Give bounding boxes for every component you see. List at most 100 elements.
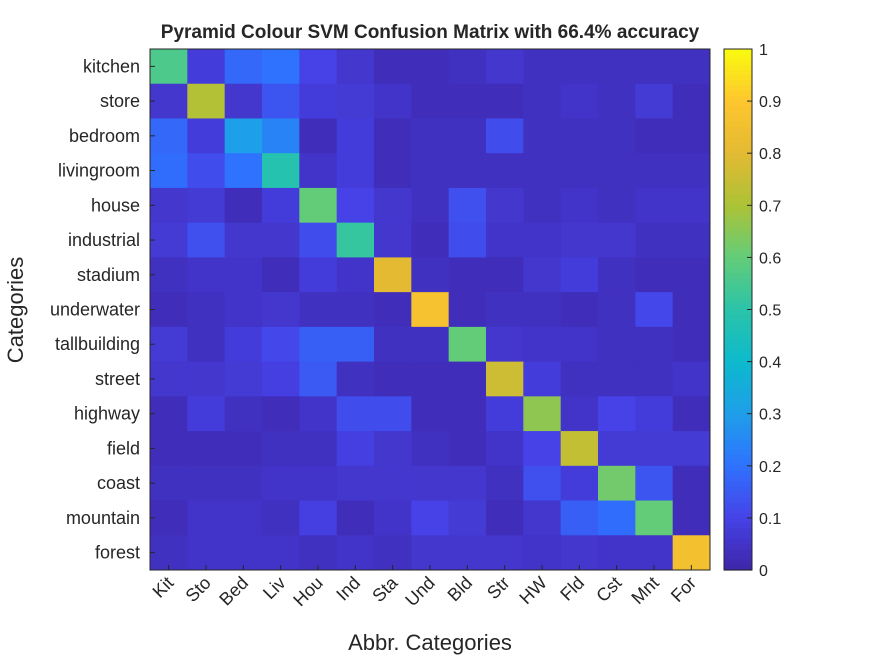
heatmap-cell xyxy=(336,222,375,258)
heatmap-cell xyxy=(187,361,226,397)
heatmap-cell xyxy=(560,396,599,432)
heatmap-cell xyxy=(150,361,188,397)
colorbar-segment xyxy=(724,366,752,373)
colorbar-segment xyxy=(724,497,752,503)
heatmap-cell xyxy=(598,118,636,154)
heatmap-cell xyxy=(224,500,263,536)
heatmap-cell xyxy=(336,500,375,536)
colorbar-segment xyxy=(724,424,752,430)
x-tick-label: Sto xyxy=(182,573,215,606)
heatmap-cell xyxy=(224,118,263,154)
heatmap-cell xyxy=(672,500,711,536)
heatmap-cell xyxy=(262,118,300,154)
heatmap-cell xyxy=(299,326,338,363)
heatmap-cell xyxy=(411,326,450,363)
x-tick-label: Str xyxy=(483,573,513,603)
heatmap-cell xyxy=(224,431,263,467)
heatmap-cell xyxy=(560,257,599,293)
colorbar-segment xyxy=(724,75,752,81)
heatmap-cell xyxy=(448,187,487,224)
heatmap-cell xyxy=(262,396,300,432)
heatmap-cell xyxy=(336,49,375,85)
heatmap-cell xyxy=(187,153,226,189)
heatmap-cell xyxy=(635,326,674,363)
heatmap-cell xyxy=(448,361,487,397)
heatmap-cell xyxy=(336,465,375,502)
heatmap-cell xyxy=(598,292,636,328)
heatmap-cell xyxy=(486,153,524,189)
heatmap-cell xyxy=(299,361,338,397)
heatmap-cell xyxy=(224,153,263,189)
heatmap-cell xyxy=(448,535,487,571)
colorbar-segment xyxy=(724,387,752,394)
heatmap-cell xyxy=(486,535,524,571)
heatmap-cell xyxy=(598,361,636,397)
heatmap-cell xyxy=(150,83,188,119)
heatmap-cell xyxy=(598,431,636,467)
heatmap-cell xyxy=(635,187,674,224)
heatmap-cell xyxy=(187,431,226,467)
colorbar-segment xyxy=(724,450,752,456)
heatmap-cell xyxy=(336,118,375,154)
colorbar-segment xyxy=(724,481,752,488)
colorbar-segment xyxy=(724,564,752,571)
heatmap-cell xyxy=(374,500,412,536)
chart-title: Pyramid Colour SVM Confusion Matrix with… xyxy=(161,22,700,43)
heatmap-cell xyxy=(299,500,338,536)
heatmap-cell xyxy=(672,361,711,397)
colorbar-segment xyxy=(724,314,752,321)
colorbar-segment xyxy=(724,361,752,368)
y-tick-labels: kitchen store bedroom livingroom house indust… xyxy=(50,56,155,563)
colorbar-tick-label: 0.9 xyxy=(759,94,781,111)
colorbar-segment xyxy=(724,460,752,467)
colorbar-segment xyxy=(724,111,752,118)
colorbar-segment xyxy=(724,340,752,347)
heatmap-cell xyxy=(672,396,711,432)
heatmap-cell xyxy=(299,118,338,154)
heatmap-cell xyxy=(448,465,487,502)
colorbar-segment xyxy=(724,403,752,410)
colorbar-segment xyxy=(724,382,752,389)
heatmap-cell xyxy=(598,535,636,571)
y-tick-label: kitchen xyxy=(83,56,140,76)
colorbar-segment xyxy=(724,471,752,477)
heatmap-cell xyxy=(262,465,300,502)
heatmap-cell xyxy=(560,431,599,467)
heatmap-cell xyxy=(262,500,300,536)
heatmap-cell xyxy=(150,49,188,85)
heatmap-cell xyxy=(262,431,300,467)
heatmap-cell xyxy=(523,500,562,536)
heatmap-cell xyxy=(560,187,599,224)
heatmap-cell xyxy=(187,49,226,85)
heatmap-cell xyxy=(336,431,375,467)
heatmap-cell xyxy=(224,187,263,224)
heatmap-cell xyxy=(374,187,412,224)
heatmap-cell xyxy=(411,465,450,502)
heatmap-cell xyxy=(262,49,300,85)
colorbar-segment xyxy=(724,293,752,300)
colorbar-segment xyxy=(724,398,752,404)
heatmap-cell xyxy=(486,361,524,397)
heatmap-cell xyxy=(374,222,412,258)
colorbar-tick-label: 0.4 xyxy=(759,355,781,372)
colorbar-segment xyxy=(724,241,752,248)
heatmap-cell xyxy=(486,83,524,119)
heatmap-cell xyxy=(262,257,300,293)
heatmap-cell xyxy=(336,361,375,397)
heatmap-cell xyxy=(635,257,674,293)
y-tick-label: bedroom xyxy=(69,126,140,146)
y-tick-label: field xyxy=(107,438,140,458)
colorbar-segment xyxy=(724,517,752,524)
y-tick-label: stadium xyxy=(77,265,140,285)
colorbar-tick-label: 0.3 xyxy=(759,407,781,424)
heatmap-cell xyxy=(523,292,562,328)
heatmap-cell xyxy=(411,187,450,224)
colorbar-tick-label: 0.2 xyxy=(759,459,781,476)
x-tick-label: Ind xyxy=(332,573,364,605)
colorbar-segment xyxy=(724,262,752,269)
heatmap-cell xyxy=(560,535,599,571)
heatmap-cell xyxy=(374,49,412,85)
heatmap-cell xyxy=(448,292,487,328)
heatmap-cell xyxy=(523,431,562,467)
x-tick-label: HW xyxy=(515,573,550,608)
